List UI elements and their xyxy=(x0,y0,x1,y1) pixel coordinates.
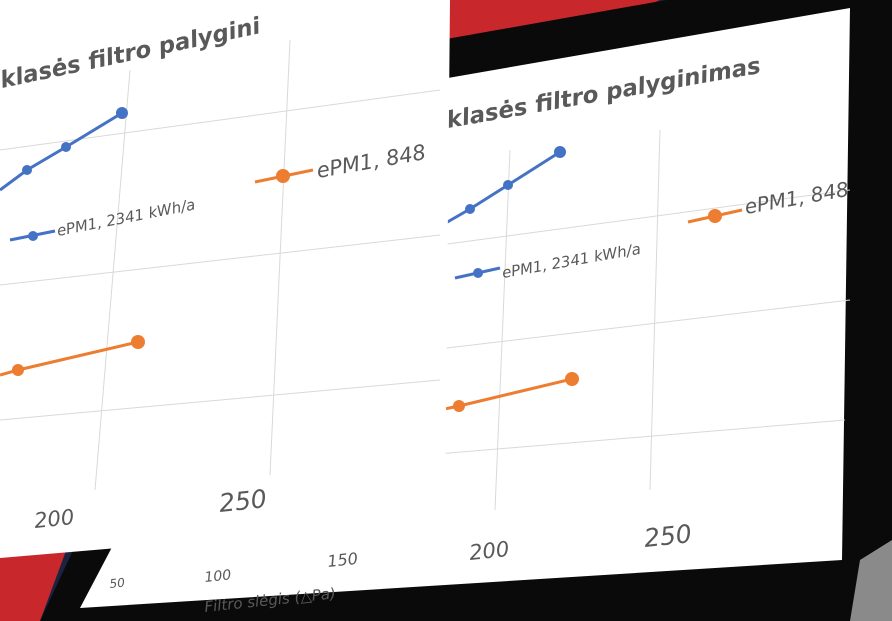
legend-dot xyxy=(473,268,483,278)
orange-dots xyxy=(12,335,145,376)
grid-line xyxy=(269,39,291,476)
x-tick-label: 250 xyxy=(643,519,693,553)
x-tick-label: 200 xyxy=(33,505,75,533)
x-tick-label: 150 xyxy=(326,549,358,571)
x-tick-label: 50 xyxy=(109,575,126,591)
grid-line xyxy=(0,89,441,151)
orange-dots xyxy=(453,372,579,412)
legend-dot xyxy=(708,209,722,223)
monitor-stand xyxy=(850,540,892,621)
x-tick-label: 100 xyxy=(204,567,232,586)
legend-dot xyxy=(28,231,38,241)
grid-line xyxy=(424,419,846,456)
grid-line xyxy=(429,299,851,351)
red-wall xyxy=(0,540,70,621)
grid-line xyxy=(0,234,441,286)
grid-line xyxy=(94,69,131,491)
grid-line xyxy=(0,379,441,421)
blue-dots xyxy=(22,107,128,175)
x-tick-label: 200 xyxy=(468,537,510,565)
grid-line xyxy=(439,189,851,246)
blue-line xyxy=(436,150,561,230)
blue-line xyxy=(0,111,123,192)
right-grid xyxy=(424,129,851,511)
grid-line xyxy=(649,129,661,491)
left-grid xyxy=(0,39,441,491)
blue-dots xyxy=(465,146,566,214)
legend-dot xyxy=(276,169,290,183)
left-panel xyxy=(0,0,450,558)
grid-line xyxy=(494,149,511,511)
x-tick-label: 250 xyxy=(218,484,268,518)
